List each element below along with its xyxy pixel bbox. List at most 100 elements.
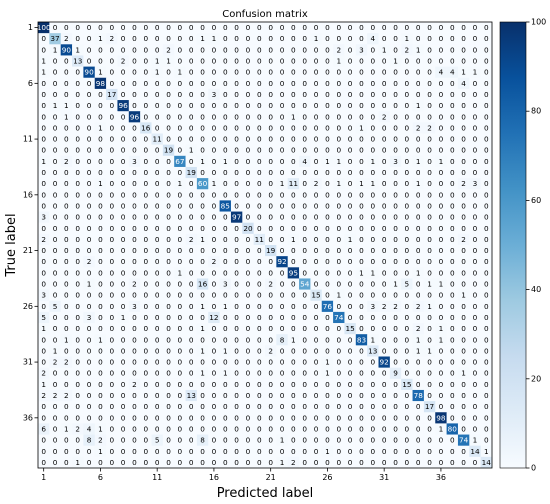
matrix-cell <box>333 22 345 34</box>
matrix-cell <box>242 401 254 413</box>
cell-value-label: 0 <box>427 190 432 199</box>
matrix-cell <box>151 245 164 257</box>
cell-value-label: 3 <box>223 280 228 289</box>
matrix-cell <box>196 33 209 45</box>
matrix-cell <box>117 423 130 435</box>
cell-value-label: 0 <box>246 112 251 121</box>
matrix-cell <box>469 278 481 290</box>
cell-value-label: 1 <box>200 235 205 244</box>
cell-value-label: 0 <box>178 280 183 289</box>
matrix-cell <box>287 389 300 402</box>
cell-value-label: 0 <box>268 23 273 32</box>
matrix-cell <box>480 66 493 79</box>
cell-value-label: 0 <box>246 302 251 311</box>
matrix-cell <box>401 22 413 34</box>
cell-value-label: 0 <box>325 123 330 132</box>
cell-value-label: 0 <box>484 280 489 289</box>
cell-value-label: 0 <box>132 369 137 378</box>
matrix-cell <box>196 111 209 123</box>
cell-value-label: 1 <box>439 157 444 166</box>
cell-value-label: 0 <box>393 447 398 456</box>
cell-value-label: 1 <box>325 447 330 456</box>
matrix-cell <box>230 289 243 302</box>
cell-value-label: 0 <box>98 168 103 177</box>
cell-value-label: 0 <box>314 123 319 132</box>
matrix-cell <box>276 44 288 56</box>
matrix-cell <box>128 111 141 123</box>
matrix-cell <box>106 200 118 212</box>
matrix-cell <box>344 33 357 45</box>
matrix-cell <box>117 367 130 380</box>
cell-value-label: 11 <box>255 235 264 244</box>
cell-value-label: 0 <box>223 447 228 456</box>
cell-value-label: 2 <box>382 112 387 121</box>
cell-value-label: 0 <box>405 57 410 66</box>
matrix-cell <box>72 111 84 123</box>
cell-value-label: 0 <box>405 157 410 166</box>
matrix-cell <box>253 378 266 391</box>
cell-value-label: 0 <box>178 324 183 333</box>
matrix-cell <box>401 122 413 134</box>
matrix-cell <box>265 166 277 179</box>
cell-value-label: 0 <box>450 335 455 344</box>
cell-value-label: 0 <box>87 369 92 378</box>
matrix-cell <box>196 211 209 223</box>
matrix-cell <box>310 367 323 380</box>
cell-value-label: 0 <box>109 23 114 32</box>
matrix-cell <box>219 334 232 346</box>
matrix-cell <box>344 111 357 123</box>
matrix-cell <box>253 211 266 223</box>
matrix-cell <box>276 389 288 402</box>
cell-value-label: 0 <box>382 190 387 199</box>
cell-value-label: 0 <box>189 213 194 222</box>
cell-value-label: 0 <box>155 157 160 166</box>
cell-value-label: 0 <box>257 146 262 155</box>
cell-value-label: 0 <box>439 458 444 467</box>
cell-value-label: 0 <box>268 380 273 389</box>
matrix-cell <box>60 178 73 190</box>
cell-value-label: 0 <box>336 447 341 456</box>
cell-value-label: 0 <box>200 358 205 367</box>
matrix-cell <box>469 55 481 67</box>
matrix-cell <box>253 311 266 324</box>
cell-value-label: 0 <box>75 190 80 199</box>
cell-value-label: 1 <box>64 335 69 344</box>
cell-value-label: 0 <box>405 246 410 255</box>
cell-value-label: 0 <box>64 168 69 177</box>
matrix-cell <box>333 434 345 446</box>
matrix-cell <box>299 289 311 302</box>
cell-value-label: 0 <box>75 280 80 289</box>
matrix-cell <box>83 456 96 469</box>
matrix-cell <box>299 222 311 235</box>
x-tick-label: 36 <box>436 473 446 482</box>
cell-value-label: 0 <box>155 45 160 54</box>
matrix-cell <box>344 22 357 34</box>
cell-value-label: 1 <box>98 335 103 344</box>
matrix-cell <box>401 178 413 190</box>
matrix-cell <box>196 345 209 357</box>
matrix-cell <box>401 133 413 145</box>
cell-value-label: 0 <box>393 79 398 88</box>
matrix-cell <box>83 278 96 290</box>
cell-value-label: 0 <box>121 358 126 367</box>
cell-value-label: 0 <box>473 313 478 322</box>
cell-value-label: 0 <box>64 246 69 255</box>
cell-value-label: 0 <box>64 413 69 422</box>
matrix-cell <box>480 144 493 157</box>
cell-value-label: 0 <box>439 168 444 177</box>
cell-value-label: 0 <box>450 413 455 422</box>
cell-value-label: 0 <box>336 402 341 411</box>
matrix-cell <box>378 222 391 235</box>
matrix-cell <box>321 111 334 123</box>
cell-value-label: 0 <box>336 369 341 378</box>
cell-value-label: 0 <box>246 146 251 155</box>
matrix-cell <box>446 77 459 90</box>
matrix-cell <box>378 311 391 324</box>
matrix-cell <box>196 133 209 145</box>
cell-value-label: 0 <box>189 380 194 389</box>
cell-value-label: 0 <box>257 346 262 355</box>
cell-value-label: 83 <box>357 335 367 344</box>
matrix-cell <box>196 300 209 313</box>
cell-value-label: 1 <box>473 68 478 77</box>
matrix-cell <box>242 66 254 79</box>
